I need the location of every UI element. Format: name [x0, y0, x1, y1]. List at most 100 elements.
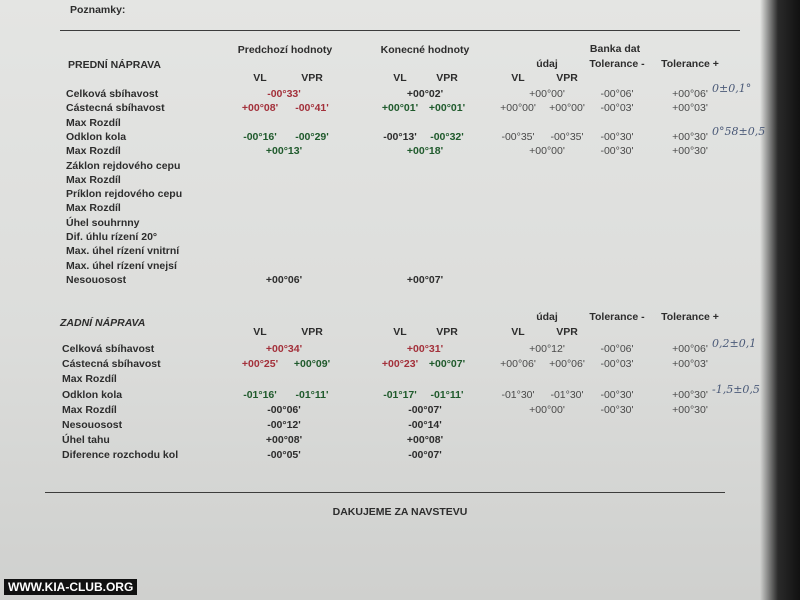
row-label: Max. úhel rízení vnejsí	[66, 259, 177, 272]
value-cell: -00°30'	[600, 130, 634, 143]
value-cell: -00°35'	[550, 130, 584, 143]
row-label: Max Rozdíl	[66, 173, 121, 186]
column-header: VPR	[556, 326, 578, 338]
value-cell: -00°07'	[408, 403, 442, 416]
column-header: Tolerance -	[589, 58, 645, 70]
column-header: VL	[253, 72, 267, 84]
value-cell: +00°31'	[406, 343, 444, 355]
row-label: Diference rozchodu kol	[62, 449, 179, 462]
value-cell: +00°06'	[265, 273, 303, 286]
value-cell: -00°16'	[243, 130, 277, 143]
row-label: Max Rozdíl	[66, 116, 121, 129]
row-label: Dif. úhlu rízení 20°	[66, 231, 158, 243]
value-cell: +00°06'	[672, 343, 708, 355]
footer-text: DAKUJEME ZA NAVSTEVU	[332, 506, 468, 518]
row-label: Max. úhel rízení vnitrní	[66, 245, 180, 258]
row-label: Celková sbíhavost	[66, 88, 159, 100]
value-cell: -00°32'	[430, 130, 464, 143]
row-label: Max Rozdíl	[66, 202, 121, 215]
value-cell: -00°13'	[383, 130, 417, 143]
value-cell: +00°07'	[428, 358, 466, 371]
value-cell: +00°12'	[529, 343, 565, 355]
value-cell: -01°11'	[295, 388, 329, 401]
value-cell: +00°08'	[406, 434, 444, 447]
value-cell: +00°02'	[406, 88, 444, 100]
notes-label: Poznamky:	[70, 4, 126, 16]
row-label: Úhel tahu	[62, 434, 110, 447]
row-label: Max Rozdíl	[66, 145, 121, 158]
value-cell: -01°16'	[243, 388, 277, 401]
row-label: Max Rozdíl	[62, 403, 117, 416]
value-cell: +00°08'	[265, 434, 303, 447]
column-header: VPR	[301, 72, 323, 84]
value-cell: +00°00'	[529, 88, 565, 100]
value-cell: -00°03'	[600, 358, 634, 371]
handwritten-note: 0,2±0,1	[712, 337, 757, 350]
row-label: Odklon kola	[66, 130, 127, 143]
value-cell: +00°01'	[428, 102, 466, 115]
value-cell: +00°00'	[529, 403, 565, 416]
column-header: VL	[511, 72, 525, 84]
row-label: Príklon rejdového cepu	[66, 188, 183, 201]
value-cell: +00°23'	[381, 358, 419, 371]
value-cell: -00°35'	[501, 130, 535, 143]
value-cell: -00°33'	[267, 88, 301, 100]
column-header: Tolerance +	[661, 311, 719, 323]
value-cell: +00°18'	[406, 145, 444, 158]
value-cell: -01°30'	[550, 388, 584, 401]
column-header: VL	[393, 72, 407, 84]
row-label: Cástecná sbíhavost	[62, 358, 161, 371]
value-cell: -01°11'	[430, 388, 464, 401]
value-cell: -00°05'	[267, 449, 301, 462]
section-title: ZADNÍ NÁPRAVA	[60, 317, 146, 329]
value-cell: +00°06'	[549, 358, 585, 371]
value-cell: -01°30'	[501, 388, 535, 401]
value-cell: +00°34'	[265, 343, 303, 355]
value-cell: +00°09'	[293, 358, 331, 371]
row-label: Záklon rejdového cepu	[66, 159, 181, 172]
row-label: Odklon kola	[62, 388, 123, 401]
column-header: VL	[393, 326, 407, 338]
handwritten-note: 0°58±0,5	[712, 124, 766, 138]
column-header: VPR	[556, 72, 578, 84]
group-header: Konecné hodnoty	[380, 44, 470, 56]
value-cell: -00°12'	[267, 419, 301, 431]
rule	[45, 492, 725, 493]
value-cell: -00°06'	[267, 403, 301, 416]
column-header: VL	[511, 326, 525, 338]
value-cell: +00°30'	[672, 130, 708, 143]
value-cell: +00°03'	[672, 358, 708, 371]
handwritten-note: -1,5±0,5	[712, 382, 760, 396]
value-cell: +00°25'	[241, 358, 279, 371]
rule	[60, 30, 740, 31]
column-header: údaj	[536, 311, 558, 323]
value-cell: +00°30'	[672, 403, 708, 416]
value-cell: -00°03'	[600, 102, 634, 115]
row-label: Celková sbíhavost	[62, 343, 155, 355]
value-cell: -00°07'	[408, 449, 442, 462]
value-cell: +00°13'	[265, 145, 303, 158]
value-cell: -00°06'	[600, 88, 634, 100]
value-cell: +00°00'	[529, 145, 565, 158]
value-cell: +00°03'	[672, 102, 708, 115]
value-cell: -00°30'	[600, 388, 634, 401]
row-label: Max Rozdíl	[62, 373, 117, 386]
value-cell: +00°07'	[406, 273, 444, 286]
value-cell: +00°30'	[672, 388, 708, 401]
paper-edge	[760, 0, 800, 600]
value-cell: +00°30'	[672, 145, 708, 158]
handwritten-note: 0±0,1°	[712, 82, 752, 95]
value-cell: +00°06'	[672, 88, 708, 100]
value-cell: +00°08'	[241, 102, 279, 115]
column-header: údaj	[536, 58, 558, 70]
value-cell: -00°29'	[295, 130, 329, 143]
section-title: PREDNÍ NÁPRAVA	[68, 59, 161, 71]
column-header: VPR	[436, 326, 458, 338]
value-cell: -00°14'	[408, 419, 442, 431]
group-header: Banka dat	[589, 43, 641, 55]
value-cell: +00°01'	[381, 102, 419, 115]
column-header: Tolerance -	[589, 311, 645, 323]
value-cell: -00°30'	[600, 403, 634, 416]
value-cell: -00°41'	[295, 102, 329, 115]
